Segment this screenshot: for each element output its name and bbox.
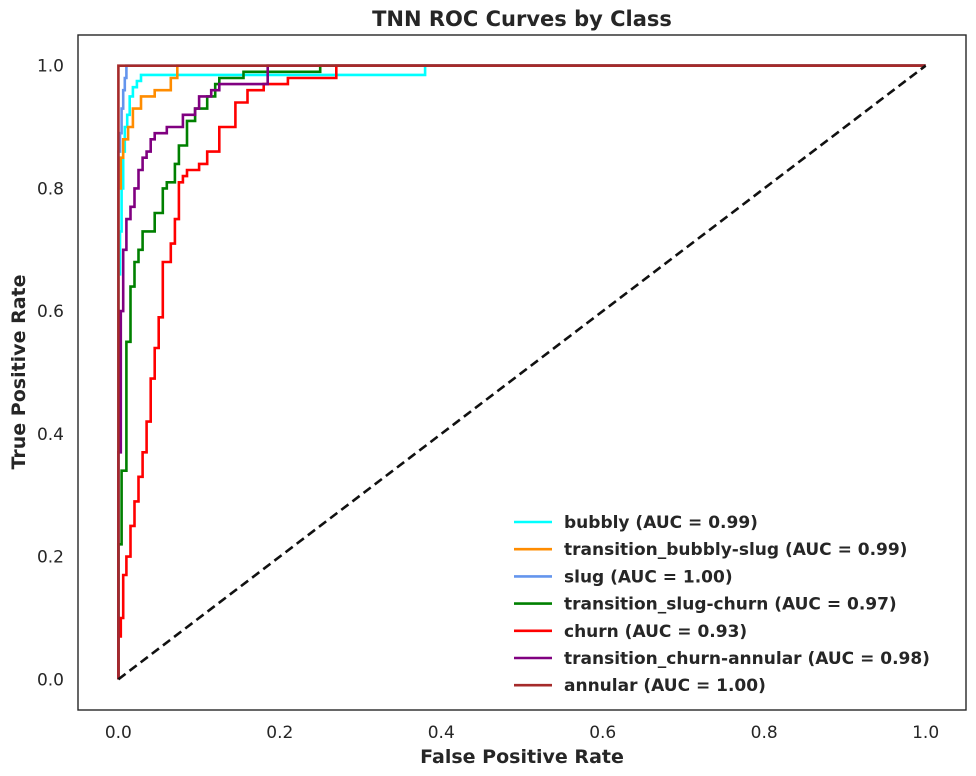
legend-label: transition_bubbly-slug (AUC = 0.99)	[564, 540, 907, 560]
y-tick-label: 1.0	[37, 57, 64, 77]
x-tick-label: 0.8	[751, 723, 778, 743]
chart-title: TNN ROC Curves by Class	[372, 7, 672, 31]
diagonal-reference-line	[117, 64, 927, 681]
x-tick-label: 0.4	[428, 723, 455, 743]
legend-label: slug (AUC = 1.00)	[564, 567, 733, 587]
y-tick-label: 0.0	[37, 670, 64, 690]
legend-label: annular (AUC = 1.00)	[564, 676, 766, 696]
x-tick-label: 0.0	[105, 723, 132, 743]
plot-area	[117, 64, 927, 681]
roc-curve-6	[117, 64, 926, 680]
roc-curve-0	[117, 64, 926, 680]
roc-curve-5	[117, 64, 926, 680]
legend-label: transition_slug-churn (AUC = 0.97)	[564, 595, 897, 615]
roc-curve-3	[117, 64, 926, 680]
x-axis-title: False Positive Rate	[420, 746, 624, 768]
y-axis-title: True Positive Rate	[8, 275, 30, 470]
roc-curve-2	[117, 64, 926, 680]
y-tick-label: 0.6	[37, 302, 64, 322]
legend-label: transition_churn-annular (AUC = 0.98)	[564, 649, 930, 669]
y-tick-label: 0.8	[37, 179, 64, 199]
legend-item: transition_slug-churn (AUC = 0.97)	[514, 595, 897, 615]
x-tick-label: 0.6	[589, 723, 616, 743]
legend-item: bubbly (AUC = 0.99)	[514, 513, 758, 533]
legend-label: churn (AUC = 0.93)	[564, 622, 747, 642]
x-axis-ticks: 0.0 0.2 0.4 0.6 0.8 1.0	[105, 723, 939, 743]
legend: bubbly (AUC = 0.99) transition_bubbly-slu…	[514, 513, 930, 696]
legend-item: churn (AUC = 0.93)	[514, 622, 747, 642]
roc-curve-4	[117, 64, 926, 680]
legend-item: transition_bubbly-slug (AUC = 0.99)	[514, 540, 907, 560]
x-tick-label: 0.2	[266, 723, 293, 743]
y-axis-ticks: 0.0 0.2 0.4 0.6 0.8 1.0	[37, 57, 64, 691]
legend-label: bubbly (AUC = 0.99)	[564, 513, 758, 533]
legend-item: annular (AUC = 1.00)	[514, 676, 766, 696]
y-tick-label: 0.2	[37, 548, 64, 568]
x-tick-label: 1.0	[912, 723, 939, 743]
legend-item: slug (AUC = 1.00)	[514, 567, 733, 587]
legend-item: transition_churn-annular (AUC = 0.98)	[514, 649, 930, 669]
plot-frame	[77, 34, 967, 711]
y-tick-label: 0.4	[37, 425, 64, 445]
curves-layer	[117, 64, 926, 680]
roc-curve-1	[117, 64, 926, 680]
